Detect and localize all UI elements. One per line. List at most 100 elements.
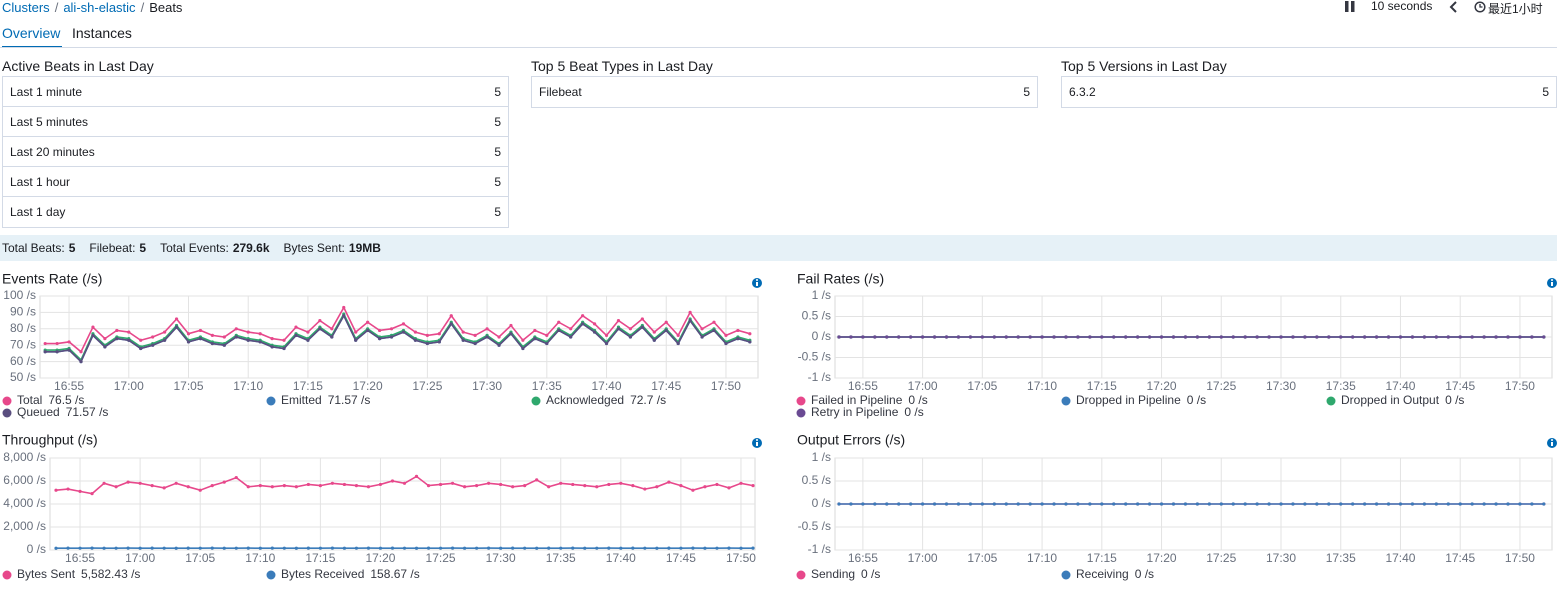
data-point [1040,335,1044,339]
data-point [414,546,419,550]
data-point [437,340,441,344]
data-point [1088,335,1092,339]
back-button[interactable] [1449,1,1459,13]
data-point [1506,335,1510,339]
y-tick-label: 0.5 /s [802,473,831,487]
data-point [306,338,310,342]
data-point [1279,502,1283,506]
data-point [1243,335,1247,339]
x-tick-label: 17:30 [1266,551,1296,565]
separator: / [54,0,59,15]
x-tick-label: 17:35 [1326,379,1356,393]
data-point [66,546,70,550]
refresh-interval[interactable]: 10 seconds [1371,0,1433,13]
x-tick-label: 17:45 [651,379,681,393]
legend-value: 0 /s [908,393,927,407]
y-tick-label: -1 /s [808,542,831,556]
data-point [186,332,191,336]
data-point [595,546,599,550]
data-point [535,478,539,482]
data-point [1195,335,1199,339]
x-tick-label: 17:50 [711,379,741,393]
x-tick-label: 17:45 [1445,379,1475,393]
data-point [736,337,740,341]
data-point [655,546,659,550]
data-point [631,484,635,488]
data-point [246,485,250,489]
breadcrumb: Beats [149,0,183,15]
data-point [643,487,647,491]
time-range[interactable]: 最近1小时 [1488,2,1543,16]
data-point [897,502,901,506]
data-point [390,479,395,483]
breadcrumb[interactable]: Clusters [2,0,50,15]
legend-swatch [1061,570,1071,580]
x-tick-label: 17:15 [1087,551,1117,565]
data-point [246,546,250,550]
data-point [102,481,106,485]
data-point [751,484,755,488]
data-point [569,335,573,339]
x-tick-label: 17:10 [1027,379,1057,393]
row-value: 5 [494,84,501,99]
data-point [1016,502,1020,506]
data-point [43,341,47,346]
data-point [1482,335,1486,339]
data-point [1386,502,1391,506]
summary-item: Total Beats: 5 [2,241,75,255]
data-point [1267,335,1271,339]
data-point [748,332,752,336]
data-point [186,485,190,489]
data-point [1351,502,1355,506]
data-point [557,328,561,333]
table-title: Active Beats in Last Day [2,58,154,74]
x-tick-label: 17:50 [1505,551,1535,565]
data-point [150,546,154,550]
data-point [449,322,453,326]
data-point [1267,502,1271,506]
data-point [79,350,83,354]
data-point [932,335,937,339]
data-point [234,335,238,339]
y-tick-label: -1 /s [808,370,831,384]
breadcrumb[interactable]: ali-sh-elastic [63,0,136,15]
data-point [1147,335,1152,339]
data-point [535,546,539,550]
data-point [462,546,467,550]
summary-value: 5 [139,241,147,255]
data-point [330,327,334,331]
data-point [378,482,383,487]
summary-bar: Total Beats: 5 Filebeat: 5 Total Events: 279.… [0,235,1557,261]
data-point [462,485,467,489]
data-point [497,335,501,339]
data-point [90,546,94,550]
legend-value: 0 /s [1135,567,1154,581]
breadcrumbs: Clusters / ali-sh-elastic / Beats [2,0,182,15]
tab[interactable]: Instances [72,25,132,41]
data-point [1076,502,1080,506]
x-tick-label: 16:55 [54,379,84,393]
data-point [1291,335,1295,339]
data-point [1088,502,1092,506]
data-point [1112,335,1116,339]
data-point [980,502,984,506]
data-point [174,481,178,485]
x-tick-label: 17:25 [412,379,442,393]
summary-label: Total Beats: [2,241,65,255]
pause-button[interactable] [1344,1,1356,13]
data-point [163,338,167,342]
y-tick-label: 0 /s [27,542,46,556]
row-label: 6.3.2 [1069,85,1096,99]
data-point [592,330,597,334]
data-point [1231,502,1235,506]
data-point [1315,502,1319,506]
data-point [1004,502,1008,506]
data-point [162,546,166,550]
data-point [1494,502,1498,506]
data-point [545,341,549,346]
data-point [664,320,668,324]
data-point [258,340,262,344]
data-point [258,546,262,550]
data-point [751,546,755,550]
y-tick-label: 0 /s [812,496,831,510]
